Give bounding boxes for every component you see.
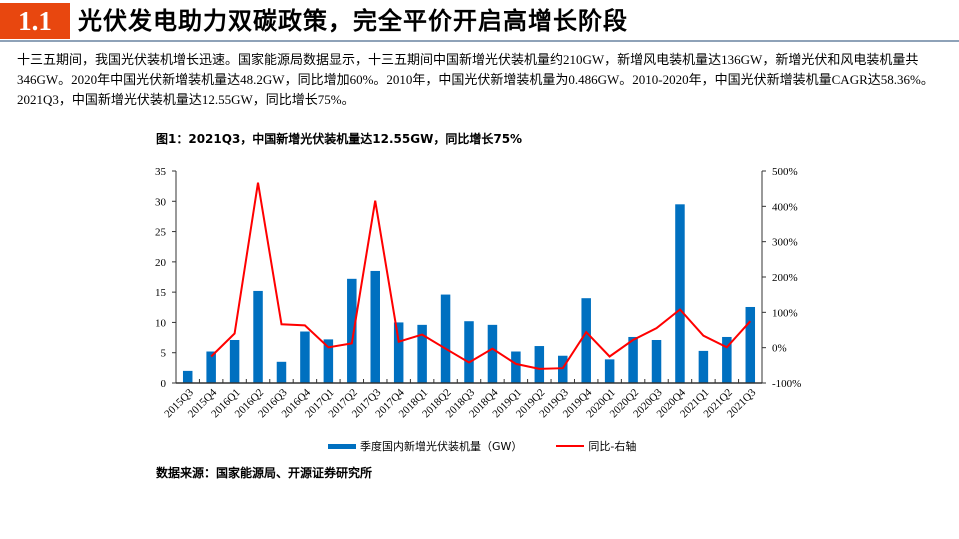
- legend-item-line: 同比-右轴: [556, 438, 636, 454]
- bar-2017Q4: [393, 322, 404, 383]
- data-source: 数据来源：国家能源局、开源证券研究所: [156, 466, 373, 480]
- bar-2018Q2: [440, 294, 451, 383]
- bar-2018Q1: [417, 324, 427, 383]
- right-axis-tick-label: 300%: [772, 237, 798, 249]
- right-axis-tick-label: -100%: [772, 378, 801, 390]
- bar-2015Q4: [206, 351, 216, 383]
- figure-title: 图1：2021Q3，中国新增光伏装机量达12.55GW，同比增长75%: [156, 132, 523, 146]
- yoy-line-series: [210, 182, 752, 370]
- bar-2016Q2: [253, 290, 263, 383]
- right-axis-tick-label: 0%: [772, 343, 787, 355]
- bar-2019Q4: [581, 298, 591, 383]
- bar-2018Q3: [464, 321, 474, 383]
- right-axis-tick-label: 100%: [772, 307, 798, 319]
- left-axis-tick-label: 5: [161, 348, 167, 360]
- bar-2020Q2: [628, 336, 638, 383]
- right-axis-tick-label: 200%: [772, 272, 798, 284]
- bar-swatch-icon: [328, 443, 356, 449]
- bar-2021Q2: [722, 336, 732, 383]
- bar-2015Q3: [182, 370, 193, 383]
- bar-2017Q2: [347, 278, 357, 383]
- legend-line-label: 同比-右轴: [588, 440, 637, 453]
- bar-2019Q2: [534, 346, 545, 383]
- left-axis-tick-label: 20: [155, 257, 167, 269]
- bar-2016Q3: [276, 361, 287, 383]
- bar-2017Q1: [323, 339, 334, 383]
- legend-bar-label: 季度国内新增光伏装机量（GW）: [360, 440, 523, 453]
- line-swatch-icon: [556, 445, 585, 447]
- intro-paragraph: 十三五期间，我国光伏装机增长迅速。国家能源局数据显示，十三五期间中国新增光伏装机…: [17, 52, 934, 107]
- section-number: 1.1: [0, 3, 70, 39]
- left-axis-tick-label: 35: [155, 166, 167, 178]
- bar-2020Q3: [651, 339, 662, 383]
- bar-2018Q4: [487, 324, 498, 383]
- left-axis-tick-label: 30: [155, 196, 167, 208]
- left-axis-tick-label: 25: [155, 227, 167, 239]
- bar-2016Q4: [300, 331, 310, 383]
- header-divider: [0, 40, 959, 42]
- right-axis-tick-label: 500%: [772, 166, 798, 178]
- bar-series: [182, 204, 756, 383]
- bar-2019Q1: [511, 351, 521, 383]
- right-axis-tick-label: 400%: [772, 201, 798, 213]
- left-axis-tick-label: 10: [155, 317, 167, 329]
- legend-item-bar: 季度国内新增光伏装机量（GW）: [328, 438, 522, 454]
- bar-2016Q1: [229, 339, 240, 383]
- bar-2020Q1: [604, 359, 615, 383]
- bar-2021Q1: [698, 350, 709, 383]
- bar-2019Q3: [558, 355, 568, 383]
- slide-header: 1.1 光伏发电助力双碳政策，完全平价开启高增长阶段: [0, 0, 959, 42]
- left-axis-tick-label: 0: [161, 378, 167, 390]
- bar-2017Q3: [370, 270, 380, 383]
- slide-title: 光伏发电助力双碳政策，完全平价开启高增长阶段: [78, 7, 628, 35]
- bar-2020Q4: [675, 204, 685, 383]
- bar-2021Q3: [745, 306, 756, 383]
- left-axis-tick-label: 15: [155, 287, 167, 299]
- chart-legend: 季度国内新增光伏装机量（GW） 同比-右轴: [328, 438, 636, 454]
